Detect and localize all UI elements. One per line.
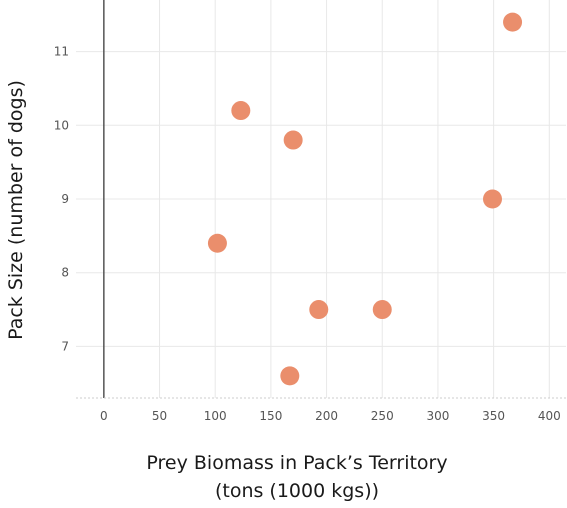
x-tick-label: 350: [482, 409, 505, 423]
data-point: [503, 12, 523, 32]
x-tick-label: 250: [371, 409, 394, 423]
x-tick-label: 0: [100, 409, 108, 423]
data-point: [309, 300, 329, 320]
data-points: [207, 12, 523, 386]
y-tick-label: 7: [61, 339, 69, 353]
y-tick-label: 8: [61, 266, 69, 280]
data-point: [231, 101, 251, 121]
data-point: [372, 300, 392, 320]
x-axis-title-line2: (tons (1000 kgs)): [215, 480, 379, 502]
x-tick-label: 50: [152, 409, 167, 423]
y-tick-label: 10: [54, 118, 69, 132]
data-point: [283, 130, 303, 150]
x-tick-label: 400: [538, 409, 561, 423]
x-tick-label: 100: [204, 409, 227, 423]
data-point: [280, 366, 300, 386]
x-axis-title-line1: Prey Biomass in Pack’s Territory: [146, 452, 447, 474]
data-point: [483, 189, 502, 209]
x-tick-label: 300: [426, 409, 449, 423]
grid-lines: [76, 0, 566, 398]
data-point: [207, 233, 227, 253]
x-tick-label: 200: [315, 409, 338, 423]
x-tick-label: 150: [259, 409, 282, 423]
tick-labels: 0 50 100 150 200 250 300 350 400 7 8 9 10 11: [54, 45, 561, 423]
y-tick-label: 9: [61, 192, 69, 206]
y-axis-title: Pack Size (number of dogs): [5, 80, 27, 340]
y-tick-label: 11: [54, 45, 69, 59]
